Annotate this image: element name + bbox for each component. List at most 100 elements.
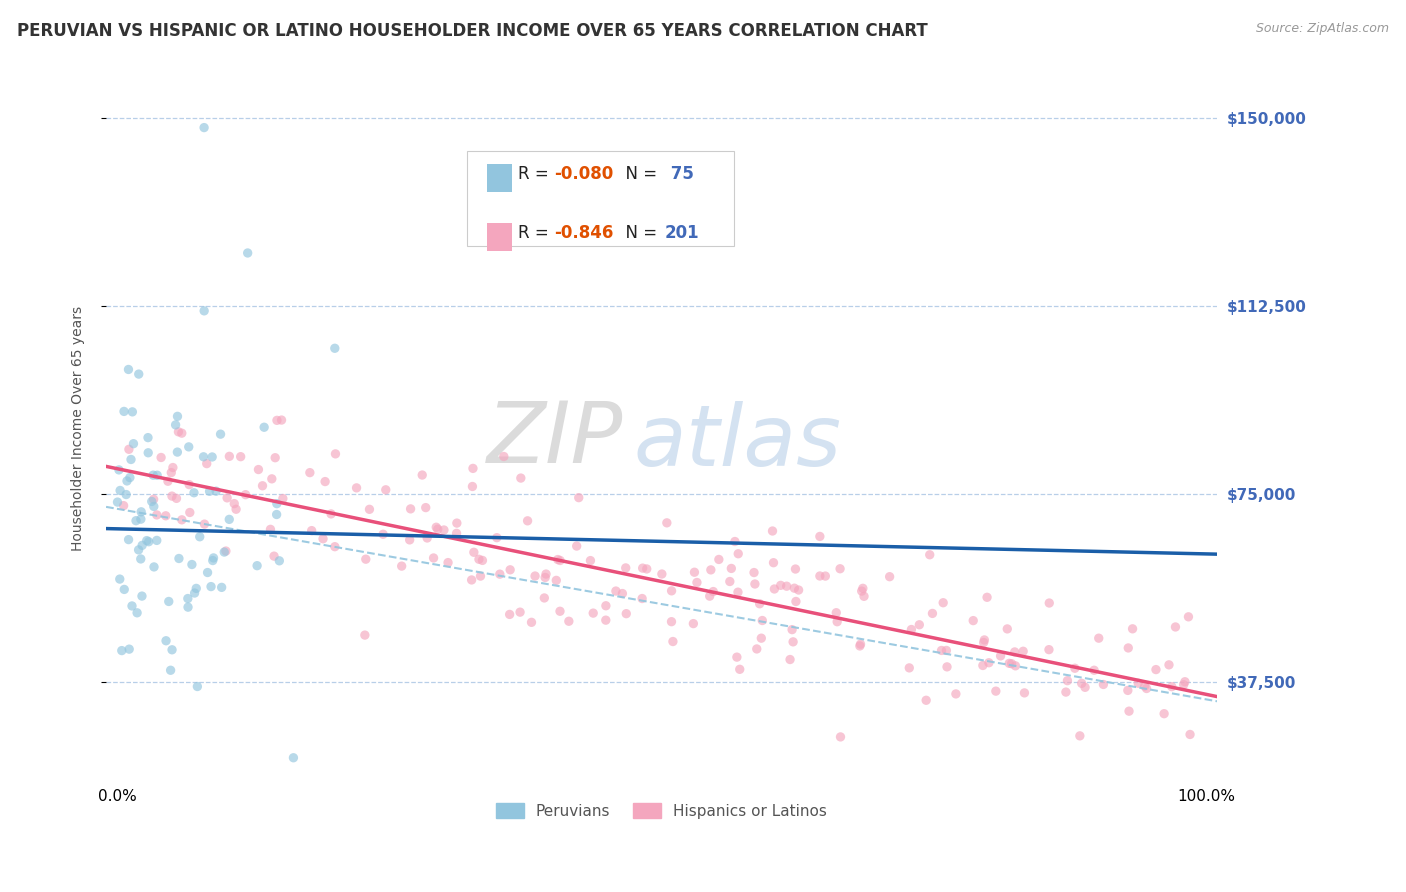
Text: N =: N =	[614, 224, 662, 243]
Point	[259, 522, 281, 536]
Text: -0.846: -0.846	[554, 224, 613, 243]
Y-axis label: Householder Income Over 65 years: Householder Income Over 65 years	[72, 306, 86, 551]
Point	[1063, 661, 1085, 675]
Point	[727, 585, 749, 599]
Point	[976, 591, 998, 605]
Point	[655, 516, 678, 530]
Point	[707, 552, 730, 566]
Point	[463, 545, 485, 559]
Point	[718, 574, 741, 589]
Point	[631, 561, 654, 575]
Point	[260, 472, 283, 486]
Point	[1074, 681, 1097, 695]
Point	[183, 485, 205, 500]
Point	[247, 462, 270, 476]
Legend: Peruvians, Hispanics or Latinos: Peruvians, Hispanics or Latinos	[491, 797, 832, 824]
Point	[1173, 678, 1195, 692]
Point	[128, 542, 150, 557]
Point	[547, 552, 569, 566]
Point	[202, 550, 225, 565]
Point	[433, 523, 456, 537]
Point	[159, 663, 181, 677]
Point	[183, 586, 205, 600]
Point	[918, 548, 941, 562]
Point	[1135, 681, 1157, 696]
Point	[146, 508, 169, 522]
Point	[193, 450, 215, 464]
Point	[546, 574, 568, 588]
Point	[128, 367, 150, 381]
Point	[636, 562, 658, 576]
Point	[1070, 676, 1092, 690]
Point	[744, 577, 766, 591]
Text: -0.080: -0.080	[554, 165, 613, 184]
Point	[520, 615, 543, 630]
Point	[111, 643, 134, 657]
Point	[108, 483, 131, 498]
Point	[558, 614, 581, 628]
Point	[263, 549, 285, 563]
Point	[1178, 727, 1201, 741]
Point	[264, 450, 287, 465]
Point	[470, 569, 492, 583]
Point	[1083, 663, 1105, 677]
Point	[391, 559, 413, 574]
Point	[808, 529, 831, 543]
Point	[852, 582, 875, 596]
Point	[136, 446, 159, 460]
Point	[1128, 676, 1150, 690]
Point	[121, 599, 143, 613]
Point	[166, 445, 188, 459]
Point	[936, 660, 959, 674]
Text: R =: R =	[519, 165, 554, 184]
Point	[177, 440, 200, 454]
Point	[763, 582, 786, 596]
Point	[595, 599, 617, 613]
Point	[935, 643, 957, 657]
Point	[1164, 620, 1187, 634]
Point	[166, 491, 188, 506]
Text: 201: 201	[665, 224, 700, 243]
Text: PERUVIAN VS HISPANIC OR LATINO HOUSEHOLDER INCOME OVER 65 YEARS CORRELATION CHAR: PERUVIAN VS HISPANIC OR LATINO HOUSEHOLD…	[17, 22, 928, 40]
Point	[179, 477, 201, 491]
Point	[761, 524, 783, 538]
Point	[461, 479, 484, 493]
Point	[1014, 686, 1036, 700]
Point	[236, 246, 259, 260]
Point	[568, 491, 591, 505]
Point	[533, 591, 555, 605]
Point	[962, 614, 984, 628]
Point	[142, 468, 165, 483]
Point	[446, 526, 468, 541]
Point	[1122, 622, 1144, 636]
Point	[1157, 657, 1180, 672]
Point	[170, 513, 193, 527]
Point	[214, 545, 236, 559]
Point	[374, 483, 396, 497]
Point	[853, 590, 876, 604]
Point	[142, 492, 165, 507]
Point	[193, 517, 215, 532]
Point	[702, 584, 724, 599]
Point	[516, 514, 538, 528]
Point	[141, 494, 163, 508]
Point	[346, 481, 368, 495]
Point	[136, 431, 159, 445]
Point	[155, 633, 177, 648]
Text: ZIP: ZIP	[486, 398, 623, 481]
Point	[283, 750, 305, 764]
Point	[921, 607, 943, 621]
Point	[595, 613, 617, 627]
Point	[769, 578, 792, 592]
Point	[117, 362, 139, 376]
Point	[118, 470, 141, 484]
Point	[115, 487, 138, 501]
Point	[682, 616, 704, 631]
Point	[201, 450, 224, 464]
Point	[1116, 683, 1139, 698]
Point	[108, 463, 131, 477]
Point	[1004, 645, 1026, 659]
Point	[143, 560, 166, 574]
Point	[699, 589, 721, 603]
Point	[1174, 674, 1197, 689]
